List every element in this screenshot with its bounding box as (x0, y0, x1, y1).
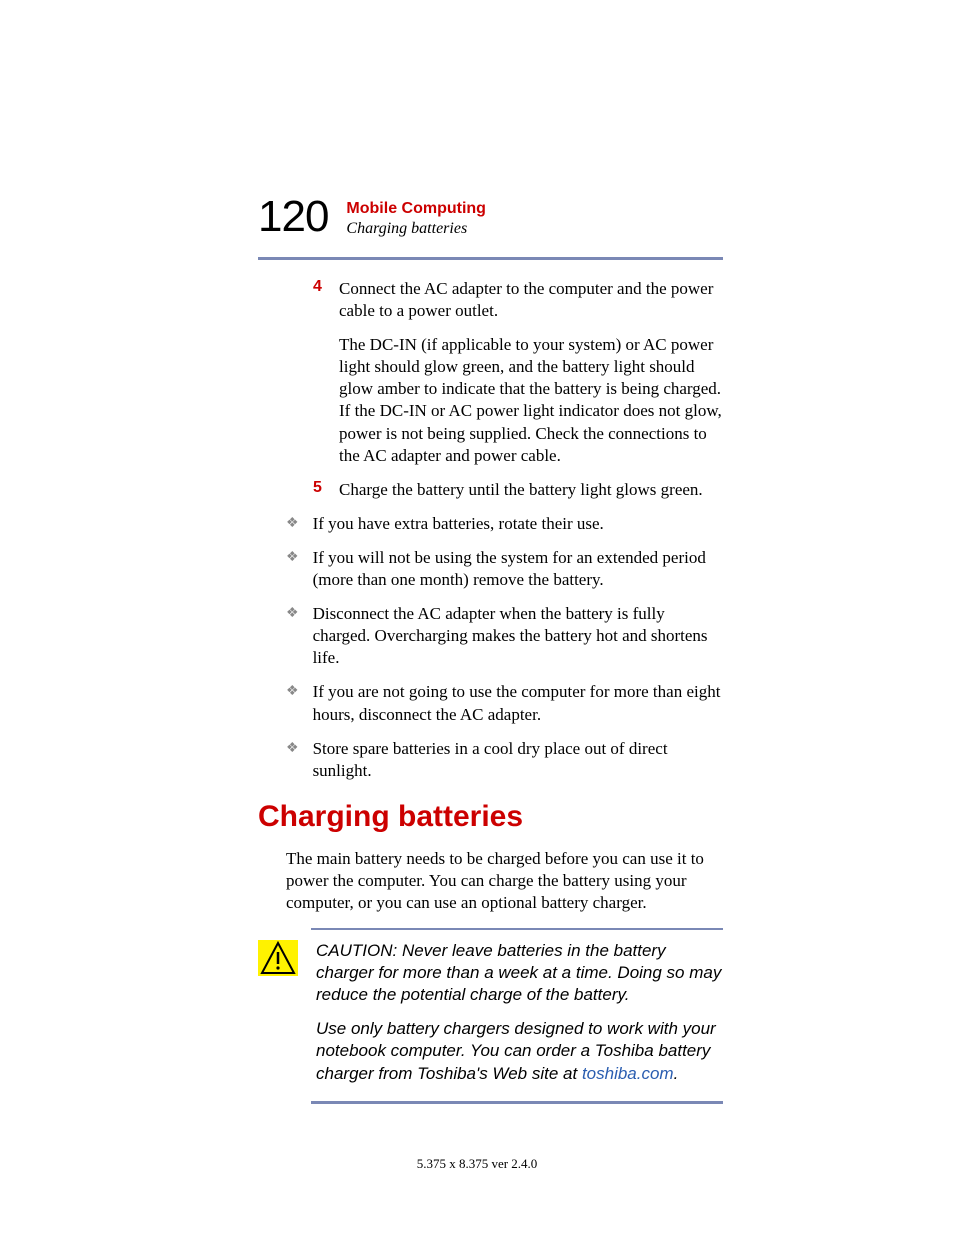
caution-block: CAUTION: Never leave batteries in the ba… (258, 928, 723, 1104)
list-item-text: Store spare batteries in a cool dry plac… (313, 738, 723, 782)
chapter-title: Mobile Computing (346, 200, 486, 218)
step-item: 4 Connect the AC adapter to the computer… (313, 278, 723, 467)
diamond-bullet-icon: ❖ (286, 603, 299, 624)
toshiba-link[interactable]: toshiba.com (582, 1064, 674, 1083)
caution-icon (258, 940, 298, 976)
caution-bottom-rule (311, 1101, 723, 1104)
list-item: ❖ If you will not be using the system fo… (286, 547, 723, 591)
step-number: 5 (313, 479, 325, 497)
caution-text: CAUTION: Never leave batteries in the ba… (316, 940, 723, 1097)
list-item: ❖ If you are not going to use the comput… (286, 681, 723, 725)
diamond-bullet-icon: ❖ (286, 513, 299, 534)
header-divider (258, 257, 723, 260)
section-subtitle: Charging batteries (346, 220, 486, 238)
list-item: ❖ Store spare batteries in a cool dry pl… (286, 738, 723, 782)
caution-paragraph: Use only battery chargers designed to wo… (316, 1018, 723, 1084)
step-text-main: Connect the AC adapter to the computer a… (339, 279, 713, 320)
list-item-text: Disconnect the AC adapter when the batte… (313, 603, 723, 669)
list-item: ❖ Disconnect the AC adapter when the bat… (286, 603, 723, 669)
page-number: 120 (258, 195, 328, 239)
step-item: 5 Charge the battery until the battery l… (313, 479, 723, 501)
diamond-bullet-icon: ❖ (286, 547, 299, 568)
diamond-bullet-icon: ❖ (286, 738, 299, 759)
body-paragraph: The main battery needs to be charged bef… (286, 848, 723, 914)
section-heading: Charging batteries (258, 800, 723, 834)
caution-paragraph: CAUTION: Never leave batteries in the ba… (316, 940, 723, 1006)
step-number: 4 (313, 278, 325, 296)
caution-top-rule (311, 928, 723, 930)
page-footer: 5.375 x 8.375 ver 2.4.0 (0, 1156, 954, 1172)
caution-row: CAUTION: Never leave batteries in the ba… (258, 940, 723, 1097)
step-text: Charge the battery until the battery lig… (339, 479, 703, 501)
header-titles: Mobile Computing Charging batteries (346, 195, 486, 238)
ordered-steps: 4 Connect the AC adapter to the computer… (313, 278, 723, 501)
step-text: Connect the AC adapter to the computer a… (339, 278, 723, 467)
list-item: ❖ If you have extra batteries, rotate th… (286, 513, 723, 535)
step-subtext: The DC-IN (if applicable to your system)… (339, 334, 723, 467)
bullet-list: ❖ If you have extra batteries, rotate th… (286, 513, 723, 782)
list-item-text: If you have extra batteries, rotate thei… (313, 513, 604, 535)
diamond-bullet-icon: ❖ (286, 681, 299, 702)
caution-text-post: . (674, 1064, 679, 1083)
page-header: 120 Mobile Computing Charging batteries (258, 195, 723, 239)
list-item-text: If you will not be using the system for … (313, 547, 723, 591)
page-content: 120 Mobile Computing Charging batteries … (258, 195, 723, 1104)
list-item-text: If you are not going to use the computer… (313, 681, 723, 725)
